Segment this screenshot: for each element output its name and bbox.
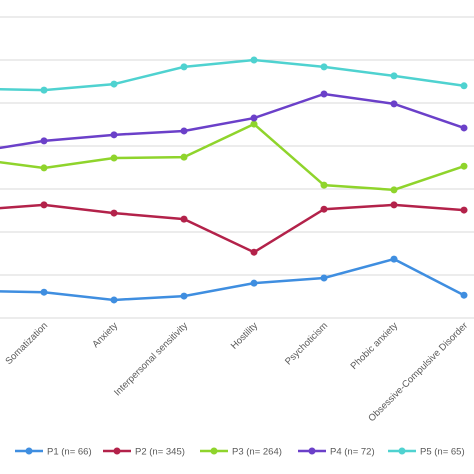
data-point (110, 131, 118, 139)
data-point (460, 82, 468, 90)
legend-item: P2 (n= 345) (103, 447, 185, 458)
legend-marker (398, 447, 406, 455)
legend-label: P3 (n= 264) (232, 447, 282, 458)
data-point (40, 201, 48, 209)
data-point (250, 114, 258, 122)
data-point (180, 127, 188, 135)
legend-label: P1 (n= 66) (47, 447, 92, 458)
x-tick-label: Hostility (229, 320, 260, 351)
series-line (0, 257, 465, 302)
x-tick-label: Somatization (4, 320, 51, 367)
data-point (390, 186, 398, 194)
data-point (320, 274, 328, 282)
data-point (460, 162, 468, 170)
series-line (0, 122, 465, 192)
legend-item: P4 (n= 72) (298, 447, 375, 458)
data-point (40, 86, 48, 94)
data-point (390, 100, 398, 108)
data-point (180, 63, 188, 71)
legend-item: P3 (n= 264) (200, 447, 282, 458)
legend-marker (210, 447, 218, 455)
legend-label: P5 (n= 65) (420, 447, 465, 458)
series-line (0, 92, 465, 150)
data-point (250, 120, 258, 128)
data-point (110, 154, 118, 162)
data-point (110, 209, 118, 217)
series-line (0, 203, 465, 254)
data-point (390, 201, 398, 209)
legend-label: P2 (n= 345) (135, 447, 185, 458)
data-point (250, 248, 258, 256)
data-point (110, 80, 118, 88)
data-point (320, 205, 328, 213)
legend-item: P5 (n= 65) (388, 447, 465, 458)
legend-label: P4 (n= 72) (330, 447, 375, 458)
series-line (0, 58, 465, 92)
data-point (320, 90, 328, 98)
data-point (460, 124, 468, 132)
data-point (180, 153, 188, 161)
x-tick-label: Psychoticism (283, 320, 330, 367)
data-point (180, 215, 188, 223)
legend-marker (308, 447, 316, 455)
data-point (460, 291, 468, 299)
legend-item: P1 (n= 66) (15, 447, 92, 458)
data-point (250, 56, 258, 64)
legend-marker (113, 447, 121, 455)
data-point (40, 137, 48, 145)
data-point (460, 206, 468, 214)
data-point (390, 255, 398, 263)
data-point (110, 296, 118, 304)
data-point (180, 292, 188, 300)
data-point (40, 164, 48, 172)
x-tick-label: Phobic anxiety (349, 320, 401, 372)
x-tick-label: Interpersonal sensitivity (112, 320, 190, 398)
data-point (390, 72, 398, 80)
data-point (40, 288, 48, 296)
data-point (320, 63, 328, 71)
legend-marker (25, 447, 33, 455)
data-point (320, 181, 328, 189)
x-tick-label: Anxiety (90, 320, 120, 350)
data-point (250, 279, 258, 287)
